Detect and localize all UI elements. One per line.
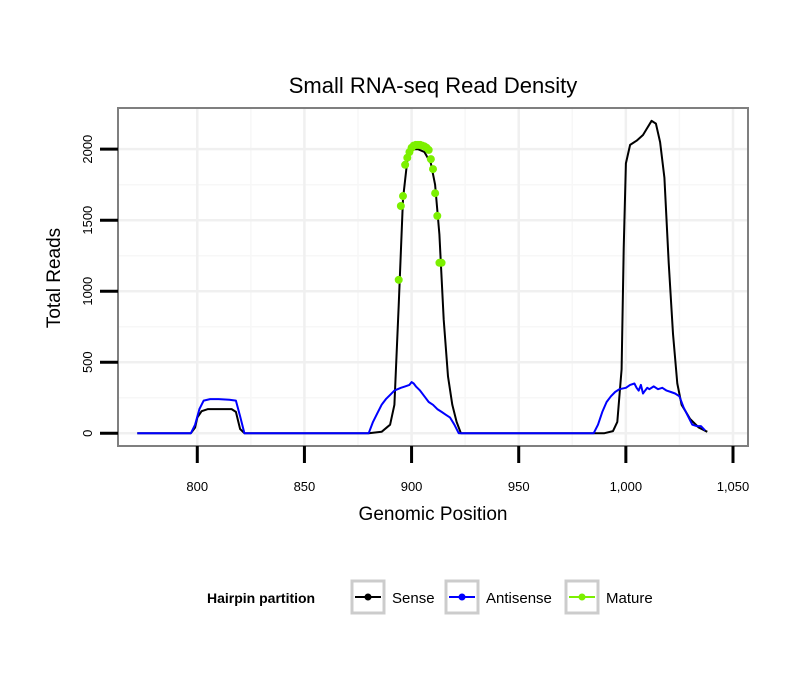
legend-key-point-sense xyxy=(364,593,372,601)
series-point-mature xyxy=(426,155,435,164)
legend-item-mature: Mature xyxy=(564,579,653,615)
series-point-mature xyxy=(433,211,442,220)
y-tick-label: 2000 xyxy=(80,135,95,164)
series-point-mature xyxy=(394,275,403,284)
x-tick-label: 950 xyxy=(508,479,530,494)
y-tick-label: 1000 xyxy=(80,277,95,306)
series-point-mature xyxy=(424,145,433,154)
y-tick-label: 1500 xyxy=(80,206,95,235)
legend: Hairpin partition Sense Antisense Mature xyxy=(207,579,653,615)
series-point-mature xyxy=(429,165,437,174)
x-tick-label: 850 xyxy=(294,479,316,494)
axes: 800 850 900 950 1,000 1,050 0 500 1000 1500 2000 xyxy=(80,107,750,494)
y-tick-label: 0 xyxy=(80,430,95,437)
series-point-mature xyxy=(401,160,410,169)
x-tick-label: 900 xyxy=(401,479,423,494)
legend-label-antisense: Antisense xyxy=(486,590,552,607)
series-point-mature xyxy=(437,258,446,267)
legend-label-sense: Sense xyxy=(392,590,435,607)
x-axis-title: Genomic Position xyxy=(359,504,508,525)
legend-key-point-mature xyxy=(578,593,586,601)
legend-title: Hairpin partition xyxy=(207,590,315,606)
y-tick-label: 500 xyxy=(80,351,95,373)
legend-key-point-antisense xyxy=(458,593,466,601)
x-tick-label: 1,000 xyxy=(610,479,643,494)
x-tick-label: 800 xyxy=(186,479,208,494)
y-axis-title: Total Reads xyxy=(44,228,65,328)
legend-item-sense: Sense xyxy=(350,579,435,615)
series-line-antisense xyxy=(137,381,706,435)
legend-label-mature: Mature xyxy=(606,590,653,607)
series-line-sense xyxy=(137,119,708,435)
series-point-mature xyxy=(431,189,440,198)
grid xyxy=(118,108,748,446)
chart-title: Small RNA-seq Read Density xyxy=(289,73,578,98)
series-point-mature xyxy=(396,201,405,210)
legend-item-antisense: Antisense xyxy=(444,579,552,615)
series-layer xyxy=(137,119,708,435)
plot-border xyxy=(117,107,749,447)
x-tick-label: 1,050 xyxy=(717,479,750,494)
series-point-mature xyxy=(399,192,407,201)
